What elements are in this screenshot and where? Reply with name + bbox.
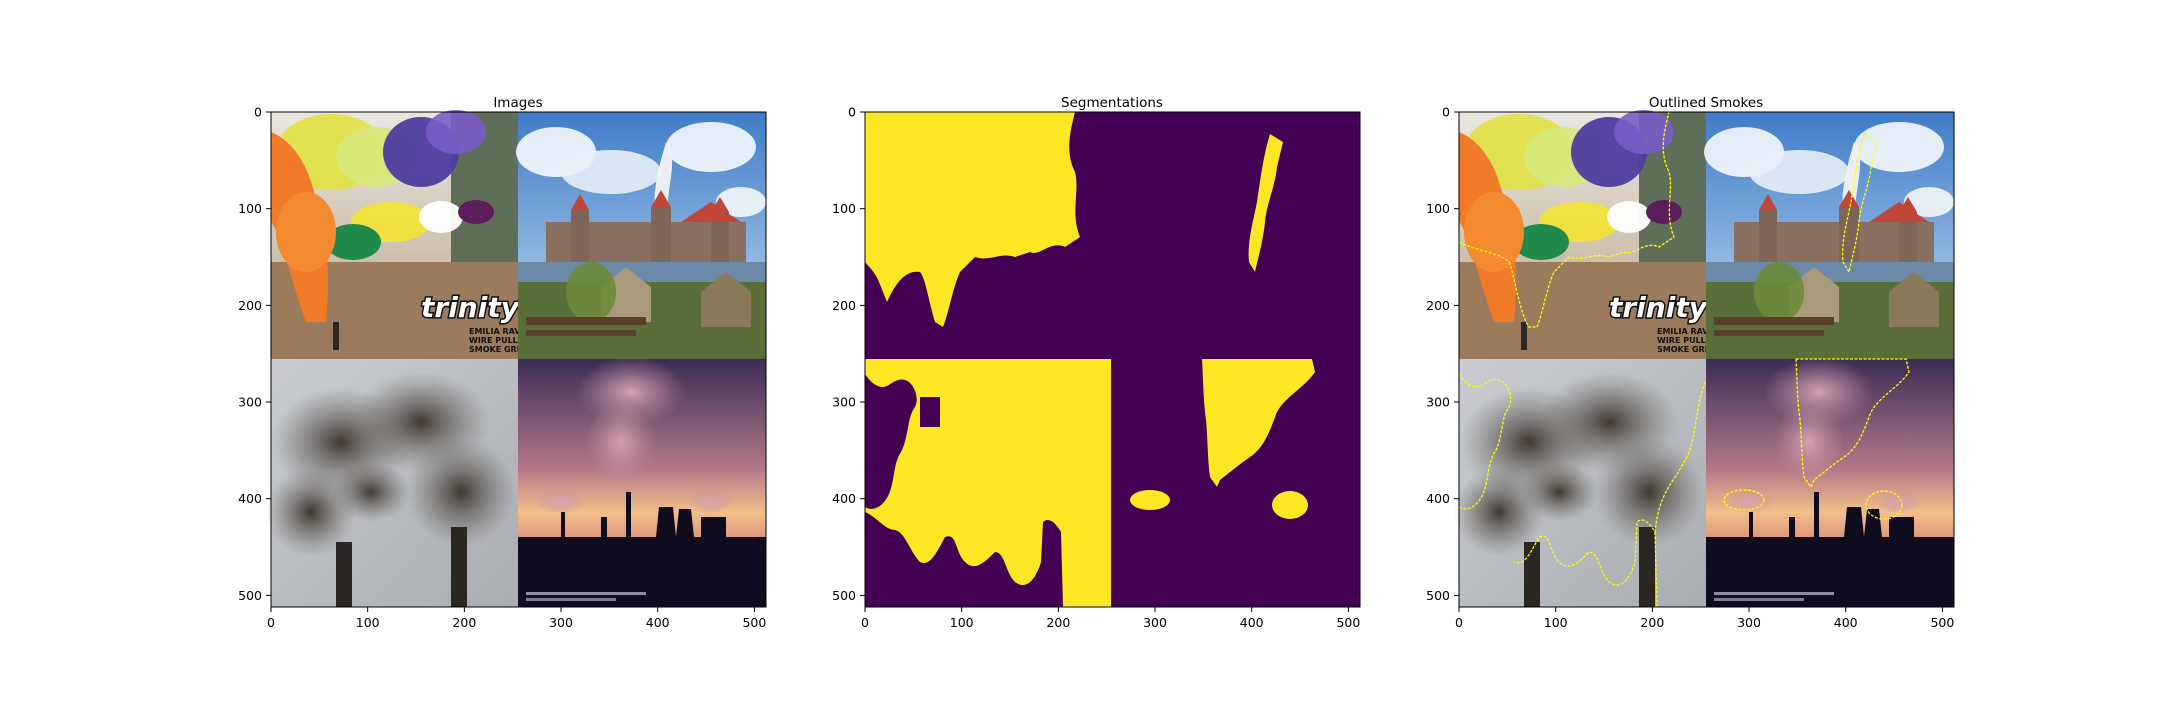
x-tick-label: 500 — [1336, 615, 1360, 630]
y-tick-label: 400 — [238, 491, 262, 506]
x-tick-label: 400 — [646, 615, 670, 630]
smoke-outlines — [1458, 111, 1910, 608]
y-tick-label: 200 — [1426, 298, 1450, 313]
x-tick-label: 300 — [549, 615, 573, 630]
x-tick-label: 200 — [452, 615, 476, 630]
axes-frame — [270, 111, 767, 608]
x-tick-label: 200 — [1640, 615, 1664, 630]
x-tick-label: 500 — [1930, 615, 1954, 630]
axes-frame — [864, 111, 1361, 608]
x-tick-label: 500 — [742, 615, 766, 630]
x-tick-label: 300 — [1143, 615, 1167, 630]
y-tick-label: 200 — [238, 298, 262, 313]
x-tick-label: 0 — [861, 615, 869, 630]
panel-title: Outlined Smokes — [1649, 95, 1763, 111]
x-tick-label: 100 — [356, 615, 380, 630]
y-tick-label: 400 — [1426, 491, 1450, 506]
panel-title: Segmentations — [1061, 95, 1163, 111]
y-tick-label: 100 — [238, 201, 262, 216]
axes-frame — [1458, 111, 1955, 608]
segmentation-mask — [865, 112, 1360, 607]
panel-segmentations: Segmentations 0 100 200 300 400 500 0 100 200 300… — [832, 95, 1361, 630]
panel-outlined-smokes: Outlined Smokes 0 100 200 300 400 500 0 100 200 3… — [1426, 95, 1956, 630]
y-tick-label: 0 — [848, 105, 856, 120]
y-tick-label: 400 — [832, 491, 856, 506]
x-tick-label: 100 — [1544, 615, 1568, 630]
y-tick-label: 300 — [832, 395, 856, 410]
photo-grid-image — [264, 108, 768, 609]
y-tick-label: 500 — [1426, 588, 1450, 603]
x-tick-label: 200 — [1046, 615, 1070, 630]
y-tick-label: 200 — [832, 298, 856, 313]
y-tick-label: 300 — [1426, 395, 1450, 410]
y-tick-label: 100 — [1426, 201, 1450, 216]
x-tick-label: 300 — [1737, 615, 1761, 630]
x-tick-label: 0 — [1455, 615, 1463, 630]
x-tick-label: 0 — [267, 615, 275, 630]
y-tick-label: 500 — [832, 588, 856, 603]
panel-images: Images 0 100 200 300 400 500 0 100 200 300 400 500 — [238, 95, 768, 630]
panel-title: Images — [493, 95, 542, 111]
y-tick-label: 0 — [1442, 105, 1450, 120]
x-tick-label: 400 — [1240, 615, 1264, 630]
y-tick-label: 300 — [238, 395, 262, 410]
x-tick-label: 100 — [950, 615, 974, 630]
x-tick-label: 400 — [1834, 615, 1858, 630]
y-tick-label: 500 — [238, 588, 262, 603]
y-tick-label: 0 — [254, 105, 262, 120]
y-tick-label: 100 — [832, 201, 856, 216]
